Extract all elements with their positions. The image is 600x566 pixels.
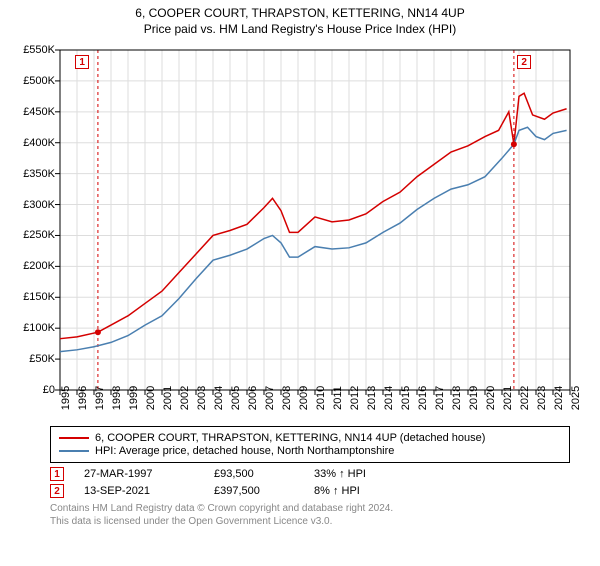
x-tick-label: 2011: [332, 386, 344, 410]
y-tick-label: £300K: [15, 199, 55, 211]
y-tick-label: £400K: [15, 137, 55, 149]
chart-subtitle: Price paid vs. HM Land Registry's House …: [0, 22, 600, 36]
chart-svg: [15, 40, 585, 420]
x-tick-label: 2015: [400, 386, 412, 410]
x-tick-label: 2012: [349, 386, 361, 410]
x-tick-label: 1996: [77, 386, 89, 410]
marker-date: 27-MAR-1997: [84, 468, 194, 480]
x-tick-label: 1999: [128, 386, 140, 410]
x-tick-label: 2022: [519, 386, 531, 410]
x-tick-label: 2016: [417, 386, 429, 410]
footer-line2: This data is licensed under the Open Gov…: [50, 515, 570, 528]
x-tick-label: 1998: [111, 386, 123, 410]
legend: 6, COOPER COURT, THRAPSTON, KETTERING, N…: [50, 426, 570, 463]
legend-swatch: [59, 450, 89, 452]
x-tick-label: 2019: [468, 386, 480, 410]
y-tick-label: £0: [15, 384, 55, 396]
legend-label: 6, COOPER COURT, THRAPSTON, KETTERING, N…: [95, 432, 485, 444]
x-tick-label: 2008: [281, 386, 293, 410]
marker-table-row: 1 27-MAR-1997 £93,500 33% ↑ HPI: [50, 467, 570, 481]
marker-price: £93,500: [214, 468, 294, 480]
x-tick-label: 2013: [366, 386, 378, 410]
chart-area: £0 £50K £100K £150K £200K £250K £300K £350K £400…: [15, 40, 585, 420]
marker-table: 1 27-MAR-1997 £93,500 33% ↑ HPI 2 13-SEP-2021…: [50, 467, 570, 498]
x-tick-label: 2005: [230, 386, 242, 410]
x-tick-label: 2018: [451, 386, 463, 410]
y-tick-label: £350K: [15, 168, 55, 180]
marker-date: 13-SEP-2021: [84, 485, 194, 497]
legend-row: HPI: Average price, detached house, Nort…: [59, 445, 561, 457]
marker-delta: 8% ↑ HPI: [314, 485, 360, 497]
marker-delta: 33% ↑ HPI: [314, 468, 366, 480]
x-tick-label: 2001: [162, 386, 174, 410]
marker-mini-1: 1: [50, 467, 64, 481]
y-tick-label: £100K: [15, 322, 55, 334]
x-tick-label: 2004: [213, 386, 225, 410]
x-tick-label: 1997: [94, 386, 106, 410]
chart-marker-1: 1: [75, 55, 89, 69]
legend-swatch: [59, 437, 89, 439]
footer-line1: Contains HM Land Registry data © Crown c…: [50, 502, 570, 515]
legend-row: 6, COOPER COURT, THRAPSTON, KETTERING, N…: [59, 432, 561, 444]
x-tick-label: 2002: [179, 386, 191, 410]
y-tick-label: £550K: [15, 44, 55, 56]
y-tick-label: £150K: [15, 291, 55, 303]
x-tick-label: 2003: [196, 386, 208, 410]
y-tick-label: £450K: [15, 106, 55, 118]
x-tick-label: 1995: [60, 386, 72, 410]
x-tick-label: 2021: [502, 386, 514, 410]
legend-label: HPI: Average price, detached house, Nort…: [95, 445, 394, 457]
x-tick-label: 2010: [315, 386, 327, 410]
x-tick-label: 2023: [536, 386, 548, 410]
x-tick-label: 2000: [145, 386, 157, 410]
y-tick-label: £200K: [15, 260, 55, 272]
x-tick-label: 2006: [247, 386, 259, 410]
y-tick-label: £250K: [15, 229, 55, 241]
chart-marker-2: 2: [517, 55, 531, 69]
x-tick-label: 2024: [553, 386, 565, 410]
y-tick-label: £50K: [15, 353, 55, 365]
x-tick-label: 2025: [570, 386, 582, 410]
marker-table-row: 2 13-SEP-2021 £397,500 8% ↑ HPI: [50, 484, 570, 498]
x-tick-label: 2007: [264, 386, 276, 410]
marker-price: £397,500: [214, 485, 294, 497]
chart-title: 6, COOPER COURT, THRAPSTON, KETTERING, N…: [0, 6, 600, 20]
x-tick-label: 2017: [434, 386, 446, 410]
x-tick-label: 2009: [298, 386, 310, 410]
x-tick-label: 2020: [485, 386, 497, 410]
marker-mini-2: 2: [50, 484, 64, 498]
x-tick-label: 2014: [383, 386, 395, 410]
y-tick-label: £500K: [15, 75, 55, 87]
footer: Contains HM Land Registry data © Crown c…: [50, 502, 570, 528]
